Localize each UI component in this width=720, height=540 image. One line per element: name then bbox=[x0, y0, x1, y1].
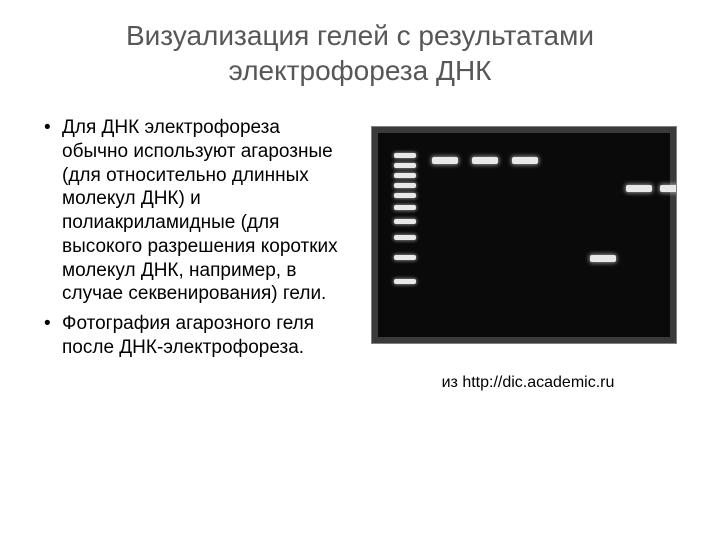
gel-band bbox=[394, 219, 416, 224]
gel-band bbox=[394, 183, 416, 188]
image-caption: из http://dic.academic.ru bbox=[434, 374, 615, 392]
image-column: из http://dic.academic.ru bbox=[368, 116, 680, 392]
sample-lane bbox=[468, 133, 502, 337]
gel-band bbox=[394, 235, 416, 240]
sample-lane bbox=[656, 133, 677, 337]
gel-band bbox=[660, 185, 677, 192]
sample-lane bbox=[508, 133, 542, 337]
gel-band bbox=[590, 255, 616, 262]
gel-band bbox=[432, 157, 458, 164]
gel-image bbox=[371, 126, 677, 344]
sample-lane bbox=[586, 133, 620, 337]
slide-container: Визуализация гелей с результатами электр… bbox=[0, 0, 720, 540]
sample-lane bbox=[548, 133, 582, 337]
gel-band bbox=[512, 157, 538, 164]
gel-band bbox=[472, 157, 498, 164]
slide-title: Визуализация гелей с результатами электр… bbox=[40, 18, 680, 88]
content-row: Для ДНК электрофореза обычно используют … bbox=[40, 116, 680, 392]
gel-inner bbox=[378, 133, 670, 337]
gel-band bbox=[394, 255, 416, 260]
gel-band bbox=[626, 185, 652, 192]
bullet-item: Для ДНК электрофореза обычно используют … bbox=[40, 116, 350, 306]
gel-band bbox=[394, 205, 416, 210]
sample-lane bbox=[428, 133, 462, 337]
gel-band bbox=[394, 173, 416, 178]
gel-band bbox=[394, 163, 416, 168]
bullet-list: Для ДНК электрофореза обычно используют … bbox=[40, 116, 350, 360]
ladder-lane bbox=[388, 133, 422, 337]
gel-band bbox=[394, 193, 416, 198]
text-column: Для ДНК электрофореза обычно используют … bbox=[40, 116, 350, 392]
gel-band bbox=[394, 153, 416, 158]
bullet-item: Фотография агарозного геля после ДНК-эле… bbox=[40, 312, 350, 360]
sample-lane bbox=[622, 133, 656, 337]
gel-band bbox=[394, 279, 416, 284]
